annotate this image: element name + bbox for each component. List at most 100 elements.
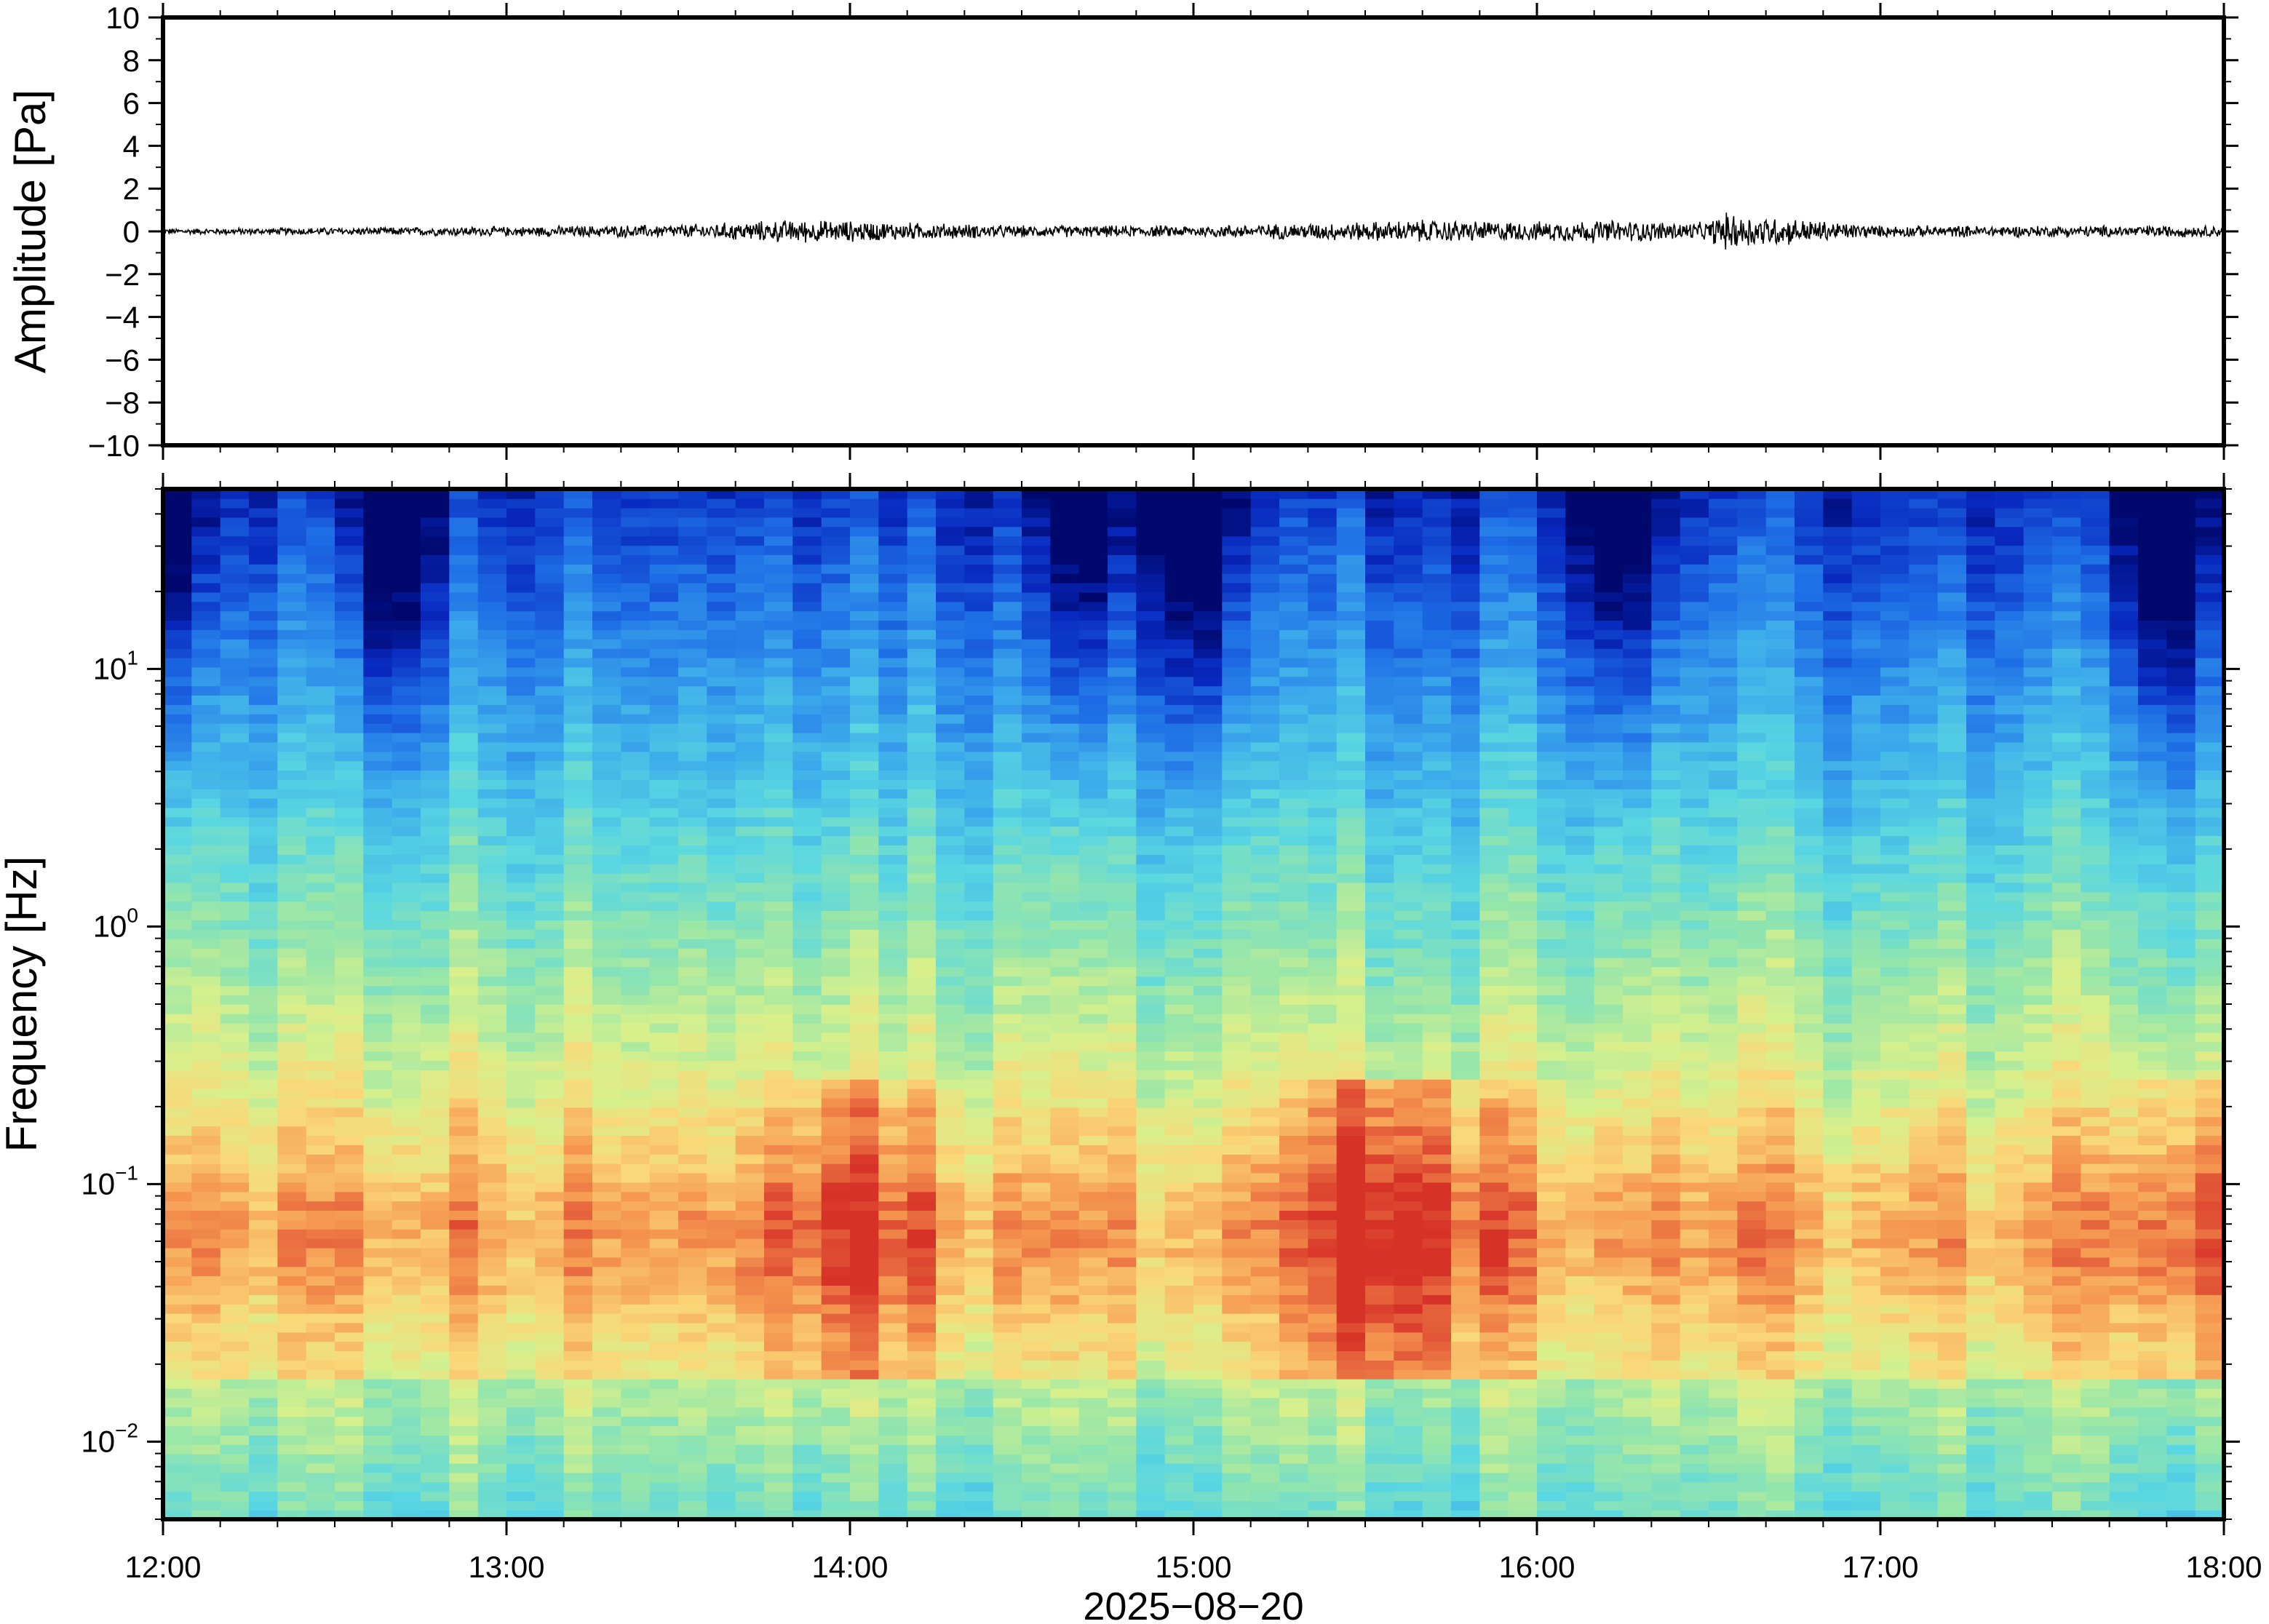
spectrogram-cell	[1394, 1406, 1423, 1417]
spectrogram-cell	[277, 741, 307, 752]
spectrogram-cell	[1022, 1360, 1052, 1370]
spectrogram-cell	[421, 657, 450, 668]
spectrogram-cell	[621, 704, 651, 715]
spectrogram-cell	[707, 1341, 736, 1352]
spectrogram-cell	[792, 1228, 822, 1239]
spectrogram-cell	[764, 1097, 794, 1108]
spectrogram-cell	[1078, 1378, 1108, 1389]
spectrogram-cell	[1022, 1275, 1052, 1286]
spectrogram-cell	[592, 1172, 622, 1183]
spectrogram-cell	[1308, 1172, 1338, 1183]
spectrogram-cell	[220, 1210, 250, 1220]
spectrogram-cell	[506, 620, 536, 630]
spectrogram-cell	[220, 1294, 250, 1305]
spectrogram-cell	[1193, 1257, 1223, 1267]
spectrogram-cell	[163, 1107, 193, 1118]
spectrogram-cell	[964, 1060, 994, 1070]
spectrogram-cell	[792, 1303, 822, 1314]
spectrogram-cell	[249, 498, 279, 509]
spectrogram-cell	[191, 901, 221, 912]
spectrogram-cell	[649, 1228, 679, 1239]
spectrogram-cell	[735, 545, 765, 555]
spectrogram-cell	[735, 1154, 765, 1164]
spectrogram-cell	[678, 1332, 708, 1342]
spectrogram-cell	[649, 1491, 679, 1502]
spectrogram-cell	[363, 526, 393, 537]
spectrogram-cell	[1136, 1070, 1166, 1080]
spectrogram-cell	[563, 1116, 593, 1127]
spectrogram-cell	[850, 1257, 880, 1267]
spectrogram-cell	[1365, 1070, 1395, 1080]
spectrogram-cell	[1193, 1406, 1223, 1417]
spectrogram-cell	[563, 1163, 593, 1174]
spectrogram-cell	[964, 601, 994, 612]
spectrogram-cell	[1365, 770, 1395, 780]
spectrogram-cell	[907, 1275, 937, 1286]
spectrogram-cell	[1394, 1182, 1423, 1193]
spectrogram-cell	[220, 610, 250, 621]
spectrogram-cell	[249, 1350, 279, 1361]
spectrogram-cell	[964, 732, 994, 743]
spectrogram-cell	[163, 676, 193, 687]
spectrogram-cell	[735, 1238, 765, 1249]
spectrogram-cell	[1394, 1266, 1423, 1277]
spectrogram-cell	[1078, 1397, 1108, 1408]
spectrogram-cell	[936, 601, 966, 612]
spectrogram-cell	[392, 1013, 421, 1024]
spectrogram-cell	[1022, 1266, 1052, 1277]
spectrogram-cell	[993, 760, 1022, 771]
spectrogram-cell	[1365, 1154, 1395, 1164]
spectrogram-cell	[792, 1462, 822, 1473]
spectrogram-cell	[163, 1510, 193, 1519]
spectrogram-cell	[993, 863, 1022, 874]
spectrogram-cell	[821, 938, 851, 949]
spectrogram-cell	[421, 1303, 450, 1314]
spectrogram-cell	[1365, 985, 1395, 995]
spectrogram-cell	[878, 582, 908, 593]
spectrogram-cell	[850, 639, 880, 649]
spectrogram-cell	[821, 770, 851, 780]
spectrogram-cell	[535, 1510, 565, 1519]
spectrogram-cell	[163, 882, 193, 893]
spectrogram-cell	[1078, 1247, 1108, 1258]
spectrogram-cell	[163, 1228, 193, 1239]
spectrogram-cell	[363, 1041, 393, 1052]
spectrogram-cell	[792, 601, 822, 612]
spectrogram-cell	[907, 620, 937, 630]
spectrogram-cell	[621, 901, 651, 912]
spectrogram-cell	[1078, 985, 1108, 995]
spectrogram-cell	[649, 1191, 679, 1202]
spectrogram-cell	[621, 1462, 651, 1473]
spectrogram-cell	[1078, 1425, 1108, 1436]
spectrogram-cell	[592, 1510, 622, 1519]
spectrogram-cell	[249, 695, 279, 705]
spectrogram-cell	[277, 1135, 307, 1145]
spectrogram-cell	[707, 1406, 736, 1417]
spectrogram-cell	[220, 1453, 250, 1464]
spectrogram-cell	[850, 1022, 880, 1033]
spectrogram-cell	[621, 620, 651, 630]
spectrogram-cell	[1365, 1135, 1395, 1145]
spectrogram-cell	[1050, 507, 1080, 518]
spectrogram-cell	[563, 685, 593, 696]
spectrogram-cell	[506, 1406, 536, 1417]
spectrogram-cell	[964, 1378, 994, 1389]
spectrogram-cell	[220, 1088, 250, 1099]
spectrogram-cell	[907, 1425, 937, 1436]
spectrogram-cell	[1394, 1154, 1423, 1164]
spectrogram-cell	[1365, 779, 1395, 789]
spectrogram-cell	[907, 835, 937, 845]
spectrogram-cell	[1136, 779, 1166, 789]
spectrogram-cell	[392, 657, 421, 668]
spectrogram-cell	[1050, 1219, 1080, 1230]
spectrogram-cell	[335, 629, 365, 640]
spectrogram-cell	[392, 1369, 421, 1380]
spectrogram-cell	[1078, 1369, 1108, 1380]
spectrogram-cell	[878, 1172, 908, 1183]
spectrogram-cell	[1136, 1145, 1166, 1155]
spectrogram-cell	[1050, 1453, 1080, 1464]
spectrogram-cell	[936, 816, 966, 827]
spectrogram-cell	[907, 1491, 937, 1502]
spectrogram-cell	[792, 966, 822, 977]
spectrogram-cell	[1078, 1435, 1108, 1445]
